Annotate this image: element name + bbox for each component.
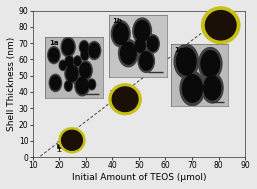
Ellipse shape — [109, 84, 141, 115]
Ellipse shape — [59, 128, 85, 153]
Ellipse shape — [62, 130, 82, 150]
Ellipse shape — [205, 11, 236, 40]
Ellipse shape — [112, 87, 138, 112]
Y-axis label: Shell Thickness (nm): Shell Thickness (nm) — [7, 37, 16, 131]
Ellipse shape — [201, 7, 240, 43]
X-axis label: Initial Amount of TEOS (μmol): Initial Amount of TEOS (μmol) — [72, 173, 206, 182]
